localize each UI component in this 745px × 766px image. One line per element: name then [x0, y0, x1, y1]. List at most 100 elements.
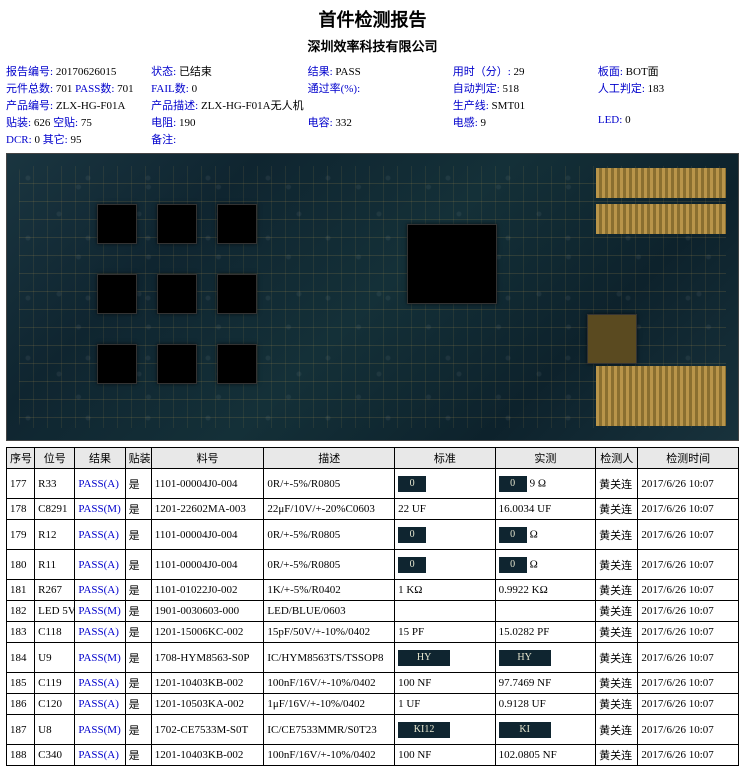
act-thumb: HY — [499, 650, 551, 666]
table-cell: 0.9922 KΩ — [495, 580, 596, 601]
pcb-image — [6, 153, 739, 441]
table-cell: 黄关连 — [596, 622, 638, 643]
result-value: PASS(A) — [78, 626, 119, 638]
table-cell: 184 — [7, 643, 35, 673]
info-item: 电感: 9 — [453, 114, 594, 130]
info-item: 电阻: 190 — [151, 114, 303, 130]
table-cell: 2017/6/26 10:07 — [638, 550, 739, 580]
table-cell: 177 — [7, 469, 35, 499]
table-cell: 黄关连 — [596, 580, 638, 601]
table-cell: 黄关连 — [596, 673, 638, 694]
info-item: 状态: 已结束 — [151, 63, 303, 79]
info-item — [598, 131, 739, 147]
info-item — [453, 131, 594, 147]
table-cell: 2017/6/26 10:07 — [638, 694, 739, 715]
table-row: 177R33PASS(A)是1101-00004J0-0040R/+-5%/R0… — [7, 469, 739, 499]
info-item: 板面: BOT面 — [598, 63, 739, 79]
table-cell: 1K/+-5%/R0402 — [264, 580, 395, 601]
table-cell: 1 UF — [395, 694, 496, 715]
table-cell: 185 — [7, 673, 35, 694]
result-value: PASS(A) — [78, 529, 119, 541]
table-cell: 是 — [125, 745, 151, 766]
table-cell: 1201-22602MA-003 — [151, 499, 264, 520]
table-cell: 2017/6/26 10:07 — [638, 643, 739, 673]
table-cell: 是 — [125, 622, 151, 643]
table-cell: HY — [495, 643, 596, 673]
table-cell: 100nF/16V/+-10%/0402 — [264, 673, 395, 694]
table-row: 183C118PASS(A)是1201-15006KC-00215pF/50V/… — [7, 622, 739, 643]
table-cell: PASS(A) — [75, 673, 125, 694]
report-title: 首件检测报告 — [0, 0, 745, 34]
table-cell: C340 — [35, 745, 75, 766]
act-thumb: 0 — [499, 527, 527, 543]
result-value: PASS(M) — [78, 605, 120, 617]
act-thumb: KI — [499, 722, 551, 738]
info-item: 用时（分）: 29 — [453, 63, 594, 79]
table-cell: 15.0282 PF — [495, 622, 596, 643]
info-item — [308, 97, 449, 113]
column-header: 检测时间 — [638, 448, 739, 469]
table-cell: 是 — [125, 550, 151, 580]
std-thumb: 0 — [398, 557, 426, 573]
std-thumb: 0 — [398, 476, 426, 492]
table-cell: 是 — [125, 715, 151, 745]
table-cell: 97.7469 NF — [495, 673, 596, 694]
std-thumb: 0 — [398, 527, 426, 543]
table-cell: PASS(A) — [75, 694, 125, 715]
table-cell: 0R/+-5%/R0805 — [264, 550, 395, 580]
column-header: 结果 — [75, 448, 125, 469]
table-cell: R12 — [35, 520, 75, 550]
column-header: 实测 — [495, 448, 596, 469]
table-cell: C118 — [35, 622, 75, 643]
table-cell: 22 UF — [395, 499, 496, 520]
table-cell: 是 — [125, 694, 151, 715]
column-header: 标准 — [395, 448, 496, 469]
info-item — [308, 131, 449, 147]
table-cell: 是 — [125, 520, 151, 550]
table-cell: 1101-00004J0-004 — [151, 550, 264, 580]
column-header: 描述 — [264, 448, 395, 469]
info-item: 结果: PASS — [308, 63, 449, 79]
table-cell: 2017/6/26 10:07 — [638, 622, 739, 643]
table-cell: PASS(A) — [75, 580, 125, 601]
table-cell: 1101-01022J0-002 — [151, 580, 264, 601]
table-cell: 2017/6/26 10:07 — [638, 715, 739, 745]
info-item: 贴装: 626 空贴: 75 — [6, 114, 147, 130]
table-cell: 0 — [395, 469, 496, 499]
table-cell: 是 — [125, 601, 151, 622]
result-value: PASS(A) — [78, 677, 119, 689]
table-cell: 182 — [7, 601, 35, 622]
table-cell: 1702-CE7533M-S0T — [151, 715, 264, 745]
table-cell: 1201-10403KB-002 — [151, 745, 264, 766]
table-header: 序号位号结果贴装料号描述标准实测检测人检测时间 — [7, 448, 739, 469]
table-row: 178C8291PASS(M)是1201-22602MA-00322μF/10V… — [7, 499, 739, 520]
table-cell: 15 PF — [395, 622, 496, 643]
table-cell: 16.0034 UF — [495, 499, 596, 520]
result-value: PASS(A) — [78, 698, 119, 710]
table-cell: C8291 — [35, 499, 75, 520]
table-cell: 是 — [125, 673, 151, 694]
table-cell: PASS(M) — [75, 499, 125, 520]
column-header: 检测人 — [596, 448, 638, 469]
table-row: 187U8PASS(M)是1702-CE7533M-S0TIC/CE7533MM… — [7, 715, 739, 745]
table-cell: 22μF/10V/+-20%C0603 — [264, 499, 395, 520]
table-cell: 2017/6/26 10:07 — [638, 499, 739, 520]
table-cell: 1 KΩ — [395, 580, 496, 601]
info-item: 产品编号: ZLX-HG-F01A — [6, 97, 147, 113]
table-cell: PASS(A) — [75, 469, 125, 499]
results-table: 序号位号结果贴装料号描述标准实测检测人检测时间 177R33PASS(A)是11… — [6, 447, 739, 766]
table-cell: 黄关连 — [596, 694, 638, 715]
info-item: LED: 0 — [598, 114, 739, 130]
table-cell: LED/BLUE/0603 — [264, 601, 395, 622]
info-grid: 报告编号: 20170626015状态: 已结束结果: PASS用时（分）: 2… — [0, 63, 745, 153]
table-cell: PASS(M) — [75, 601, 125, 622]
table-cell: 是 — [125, 469, 151, 499]
table-cell: 15pF/50V/+-10%/0402 — [264, 622, 395, 643]
table-body: 177R33PASS(A)是1101-00004J0-0040R/+-5%/R0… — [7, 469, 739, 766]
table-cell: 09 Ω — [495, 469, 596, 499]
table-row: 185C119PASS(A)是1201-10403KB-002100nF/16V… — [7, 673, 739, 694]
table-cell: 黄关连 — [596, 715, 638, 745]
table-cell: 2017/6/26 10:07 — [638, 745, 739, 766]
act-thumb: 0 — [499, 557, 527, 573]
column-header: 贴装 — [125, 448, 151, 469]
